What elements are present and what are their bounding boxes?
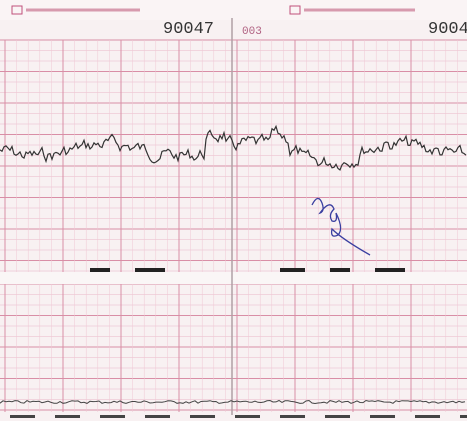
edge-mark (370, 415, 395, 418)
event-mark (90, 268, 110, 272)
edge-mark (10, 415, 35, 418)
edge-mark (235, 415, 260, 418)
header-band (0, 0, 467, 20)
edge-mark (325, 415, 350, 418)
serial-number: 90047 (163, 20, 214, 39)
edge-mark (55, 415, 80, 418)
edge-mark (460, 415, 467, 418)
edge-mark (145, 415, 170, 418)
logo-right (289, 5, 301, 15)
bottom-marks (10, 268, 467, 418)
edge-mark (100, 415, 125, 418)
logo-left (11, 5, 23, 15)
fhr-trace (0, 124, 467, 171)
edge-mark (415, 415, 440, 418)
serial-number: 9004 (428, 20, 467, 39)
event-mark (330, 268, 350, 272)
separator (0, 272, 467, 284)
edge-mark (280, 415, 305, 418)
event-mark (375, 268, 405, 272)
edge-mark (190, 415, 215, 418)
event-mark (135, 268, 165, 272)
signature (311, 197, 371, 256)
event-mark (280, 268, 305, 272)
toco-trace (0, 399, 466, 405)
code: 003 (242, 26, 262, 38)
